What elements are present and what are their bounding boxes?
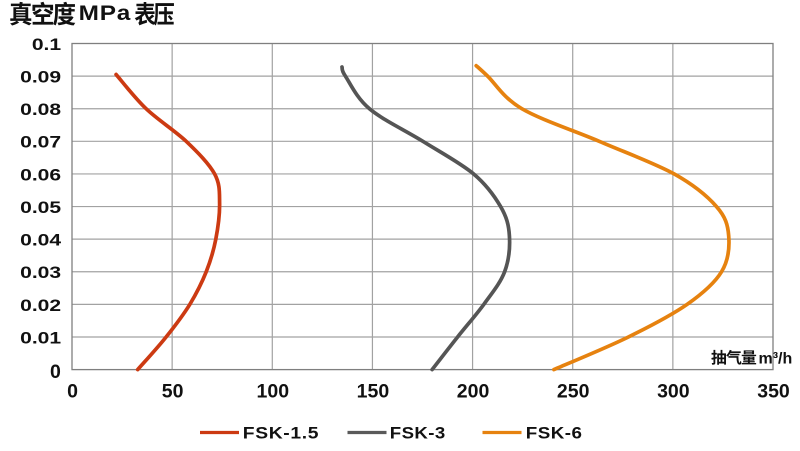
svg-text:0: 0 — [50, 361, 61, 383]
svg-text:FSK-1.5: FSK-1.5 — [243, 424, 319, 442]
svg-text:250: 250 — [557, 381, 590, 403]
svg-text:0: 0 — [67, 381, 78, 403]
svg-text:350: 350 — [757, 381, 790, 403]
svg-text:m³/h: m³/h — [759, 350, 793, 367]
svg-text:FSK-3: FSK-3 — [390, 424, 446, 443]
svg-text:0.06: 0.06 — [20, 166, 61, 185]
svg-text:0.05: 0.05 — [20, 199, 61, 218]
svg-text:100: 100 — [257, 381, 290, 403]
svg-text:50: 50 — [162, 381, 184, 403]
svg-text:0.03: 0.03 — [20, 264, 61, 283]
svg-text:MPa: MPa — [79, 1, 132, 25]
svg-text:200: 200 — [457, 381, 490, 403]
svg-text:150: 150 — [357, 381, 390, 403]
svg-text:300: 300 — [657, 381, 690, 403]
svg-text:0.08: 0.08 — [20, 101, 61, 120]
svg-text:0.01: 0.01 — [20, 329, 61, 348]
svg-text:0.04: 0.04 — [20, 231, 61, 250]
svg-text:0.02: 0.02 — [20, 297, 61, 316]
svg-text:FSK-6: FSK-6 — [526, 424, 583, 443]
svg-text:0.07: 0.07 — [20, 134, 61, 153]
svg-text:0.1: 0.1 — [32, 36, 62, 55]
svg-text:0.09: 0.09 — [20, 68, 61, 87]
